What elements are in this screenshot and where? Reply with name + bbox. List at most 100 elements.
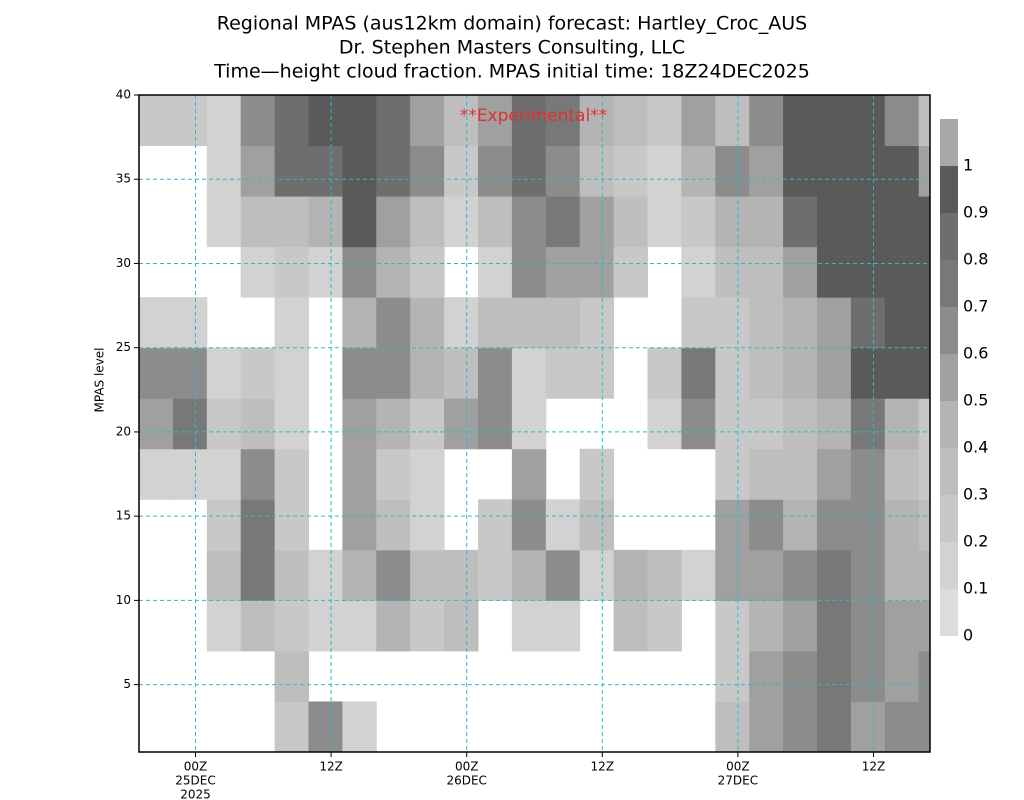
cell — [647, 95, 682, 147]
x-tick-label: 12Z — [591, 760, 615, 774]
cell — [918, 448, 930, 500]
cell — [579, 297, 615, 349]
cell — [918, 499, 930, 551]
cell — [206, 549, 242, 601]
colorbar-swatch — [940, 448, 958, 495]
cell — [850, 297, 886, 349]
cell — [783, 297, 818, 349]
x-tick-label: 26DEC — [446, 774, 486, 788]
cell — [376, 95, 411, 147]
cell — [376, 448, 411, 500]
cell — [850, 145, 886, 197]
cell — [342, 398, 377, 450]
cell — [444, 398, 479, 450]
cell — [511, 448, 547, 500]
cell — [342, 448, 377, 500]
cell — [783, 196, 818, 248]
cell — [240, 196, 276, 248]
cell — [817, 701, 852, 752]
cell — [511, 297, 547, 349]
cell — [613, 196, 648, 248]
colorbar-label: 0.7 — [963, 297, 988, 316]
colorbar-swatch — [940, 542, 958, 589]
cell — [274, 196, 309, 248]
cell — [139, 448, 174, 500]
cell — [681, 398, 716, 450]
cell — [139, 398, 174, 450]
cell — [410, 196, 445, 248]
cell — [478, 398, 513, 450]
colorbar-swatch — [940, 401, 958, 448]
cell — [715, 701, 750, 752]
cell — [749, 398, 784, 450]
cell — [783, 246, 818, 298]
cell — [884, 448, 920, 500]
cell — [478, 297, 513, 349]
cell — [749, 196, 784, 248]
cell — [274, 145, 309, 197]
cell — [715, 297, 750, 349]
cell — [172, 297, 208, 349]
y-tick-label: 15 — [116, 509, 131, 523]
chart-title: Regional MPAS (aus12km domain) forecast:… — [217, 13, 807, 35]
cell — [139, 297, 174, 349]
cell — [715, 398, 750, 450]
y-tick-label: 30 — [116, 256, 131, 270]
colorbar-swatch — [940, 589, 958, 636]
cell — [206, 448, 242, 500]
cell — [410, 246, 445, 298]
x-tick-label: 00Z — [726, 760, 750, 774]
cell — [308, 600, 343, 652]
cell — [444, 600, 479, 652]
cell — [545, 246, 581, 298]
cell — [884, 196, 920, 248]
cell — [410, 297, 445, 349]
cell — [647, 600, 682, 652]
cell — [884, 398, 920, 450]
cell — [647, 196, 682, 248]
x-tick-label: 2025 — [180, 788, 211, 800]
cell — [410, 600, 445, 652]
cell — [613, 95, 648, 147]
cell — [206, 499, 242, 551]
cell — [206, 95, 242, 147]
cell — [444, 347, 479, 399]
cell — [478, 549, 513, 601]
cell — [376, 600, 411, 652]
cell — [274, 600, 309, 652]
cell — [342, 246, 377, 298]
cell — [817, 499, 852, 551]
cell — [783, 398, 818, 450]
cell — [410, 145, 445, 197]
cell — [240, 600, 276, 652]
cell — [850, 499, 886, 551]
cell — [172, 398, 208, 450]
cell — [579, 196, 615, 248]
cell — [206, 398, 242, 450]
cell — [376, 246, 411, 298]
colorbar-swatch — [940, 213, 958, 260]
cell — [478, 347, 513, 399]
cell — [410, 499, 445, 551]
colorbar-label: 0.6 — [963, 344, 988, 363]
cell — [511, 600, 547, 652]
chart-subtitle: Time—height cloud fraction. MPAS initial… — [213, 61, 810, 83]
cell — [749, 600, 784, 652]
cell — [444, 145, 479, 197]
cell — [240, 246, 276, 298]
cell — [545, 347, 581, 399]
cell — [749, 448, 784, 500]
colorbar-swatch — [940, 307, 958, 354]
cell — [884, 600, 920, 652]
cell — [749, 549, 784, 601]
cell — [545, 297, 581, 349]
cell — [749, 95, 784, 147]
cell — [376, 398, 411, 450]
cell — [850, 600, 886, 652]
cell — [817, 600, 852, 652]
cell — [342, 196, 377, 248]
cell — [884, 549, 920, 601]
cell — [850, 398, 886, 450]
cell — [681, 196, 716, 248]
cell — [511, 398, 547, 450]
